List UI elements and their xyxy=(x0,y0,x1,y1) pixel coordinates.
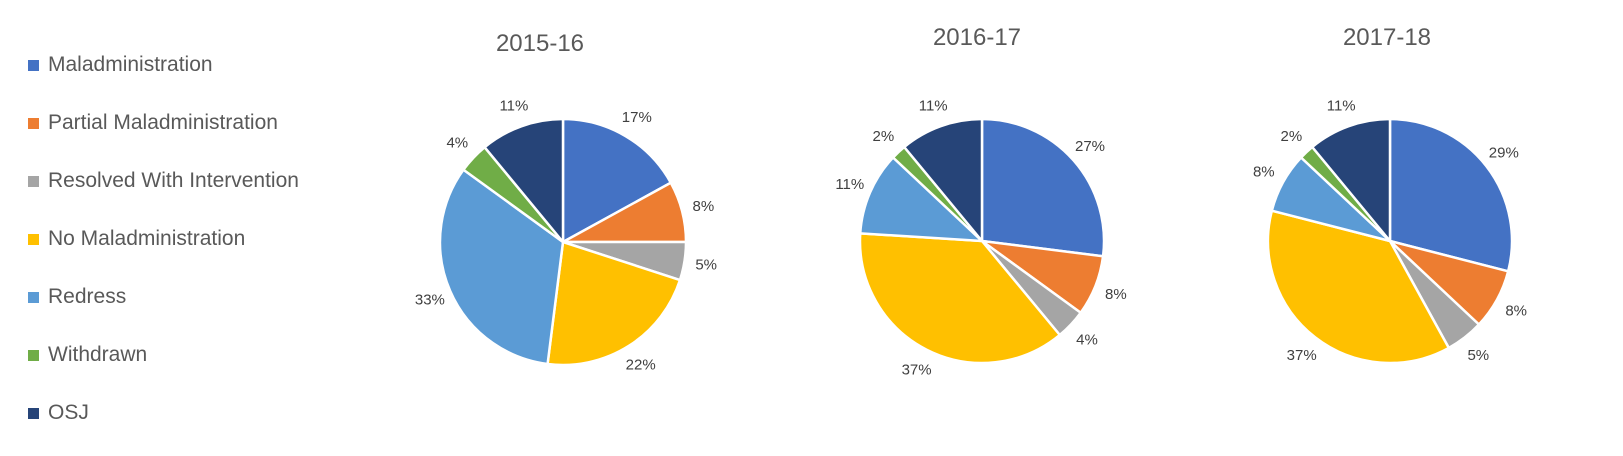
data-label-withdrawn: 2% xyxy=(873,128,895,145)
legend-swatch xyxy=(28,60,39,71)
pie-slice-osj xyxy=(483,117,565,244)
data-label-maladministration: 17% xyxy=(622,109,652,126)
data-label-osj: 11% xyxy=(1327,98,1356,115)
data-label-withdrawn: 2% xyxy=(1281,128,1303,145)
data-label-redress: 11% xyxy=(835,176,864,193)
pie-slice-no-maladministration xyxy=(546,240,682,367)
pie-slice-maladministration xyxy=(1388,117,1514,273)
pie-title: 2016-17 xyxy=(933,24,1021,51)
pie-slice-redress xyxy=(438,168,565,366)
data-label-osj: 11% xyxy=(919,98,948,115)
legend-label: Partial Maladministration xyxy=(48,111,278,134)
data-label-resolved-with-intervention: 5% xyxy=(1467,347,1489,364)
legend-label: Maladministration xyxy=(48,53,213,76)
legend-swatch xyxy=(28,234,39,245)
data-label-partial-maladministration: 8% xyxy=(1105,286,1127,303)
pie-slice-maladministration xyxy=(980,117,1106,258)
data-label-osj: 11% xyxy=(499,98,528,115)
data-label-redress: 33% xyxy=(415,292,445,309)
data-label-maladministration: 29% xyxy=(1489,145,1519,162)
pie-title: 2017-18 xyxy=(1343,24,1431,51)
legend-swatch xyxy=(28,292,39,303)
data-label-no-maladministration: 37% xyxy=(902,361,932,378)
data-label-maladministration: 27% xyxy=(1075,138,1105,155)
pie-chart-2015-16: 2015-16 17% 8% 5% 22% 33% 4% 11% xyxy=(415,30,717,373)
pie-slice-no-maladministration xyxy=(858,232,1062,365)
pie-slice-osj xyxy=(902,117,984,243)
pie-chart-2016-17: 2016-17 27% 8% 4% 37% 11% 2% 11% xyxy=(835,24,1126,378)
legend-swatch xyxy=(28,350,39,361)
legend-swatch xyxy=(28,118,39,129)
data-label-partial-maladministration: 8% xyxy=(1505,302,1527,319)
pie-slice-maladministration xyxy=(561,117,673,244)
pie-chart-2017-18: 2017-18 29% 8% 5% 37% 8% 2% 11% xyxy=(1253,24,1527,365)
data-label-withdrawn: 4% xyxy=(446,135,468,152)
data-label-no-maladministration: 22% xyxy=(626,356,656,373)
pie-title: 2015-16 xyxy=(496,30,584,57)
data-label-resolved-with-intervention: 4% xyxy=(1076,332,1098,349)
pie-slice-redress xyxy=(858,156,984,243)
data-label-resolved-with-intervention: 5% xyxy=(695,257,717,274)
legend-swatch xyxy=(28,176,39,187)
legend-label: Resolved With Intervention xyxy=(48,169,299,192)
legend-swatch xyxy=(28,408,39,419)
pie-slice-no-maladministration xyxy=(1266,209,1451,365)
data-label-partial-maladministration: 8% xyxy=(693,198,715,215)
data-label-no-maladministration: 37% xyxy=(1287,347,1317,364)
legend-label: Withdrawn xyxy=(48,343,148,366)
legend-label: OSJ xyxy=(48,401,89,424)
pie-slice-osj xyxy=(1310,117,1392,243)
data-label-redress: 8% xyxy=(1253,164,1275,181)
legend-label: Redress xyxy=(48,285,127,308)
legend-label: No Maladministration xyxy=(48,227,246,250)
